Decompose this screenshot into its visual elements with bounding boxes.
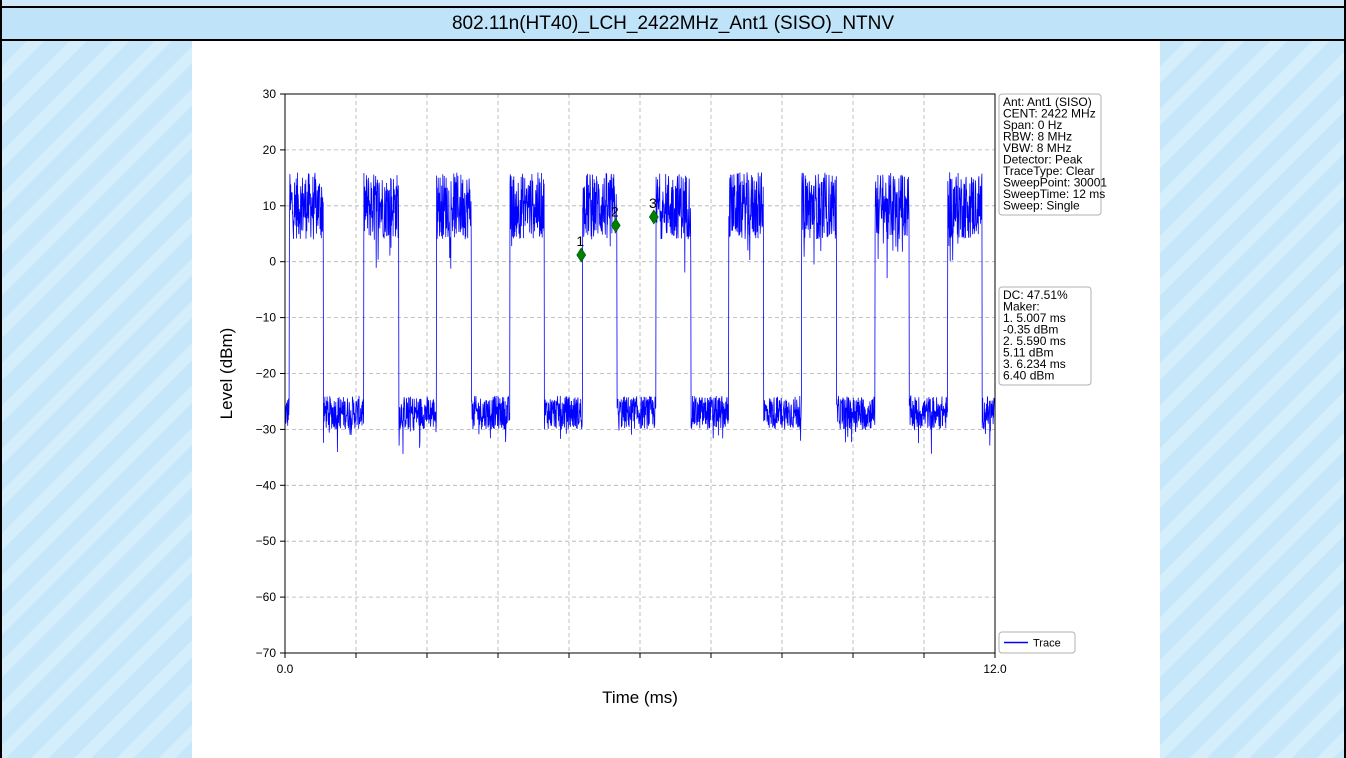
legend-box [998, 631, 1076, 654]
marker-label: 1 [576, 233, 584, 249]
settings-box-line: Ant: Ant1 (SISO) [1003, 95, 1092, 109]
x-tick-label: 0.0 [277, 662, 294, 676]
legend-label: Trace [1033, 638, 1061, 650]
x-tick-label: 12.0 [983, 662, 1007, 676]
results-box-line: 1. 5.007 ms [1003, 311, 1066, 325]
x-axis-label: Time (ms) [602, 688, 678, 707]
background-pattern-right [1160, 41, 1344, 758]
marker-label: 3 [649, 195, 657, 211]
y-tick-label: 20 [263, 143, 277, 157]
marker-1 [576, 247, 587, 263]
results-box-line: 5.11 dBm [1003, 346, 1053, 360]
settings-box-line: VBW: 8 MHz [1003, 141, 1071, 155]
y-tick-label: −50 [256, 534, 277, 548]
results-box-line: -0.35 dBm [1003, 323, 1058, 337]
settings-box-line: Sweep: Single [1003, 199, 1080, 213]
y-tick-label: −10 [256, 311, 277, 325]
settings-box-line: CENT: 2422 MHz [1003, 107, 1096, 121]
settings-box-line: Detector: Peak [1003, 153, 1083, 167]
marker-label: 2 [611, 203, 619, 219]
y-tick-label: −60 [256, 590, 277, 604]
results-box-line: 6.40 dBm [1003, 369, 1054, 383]
marker-3 [648, 209, 659, 225]
y-tick-label: 10 [263, 199, 277, 213]
chart-title: 802.11n(HT40)_LCH_2422MHz_Ant1 (SISO)_NT… [2, 8, 1344, 41]
y-axis-label: Level (dBm) [217, 328, 236, 420]
settings-box-line: SweepTime: 12 ms [1003, 187, 1105, 201]
settings-box-line: RBW: 8 MHz [1003, 130, 1072, 144]
top-bar [2, 0, 1344, 8]
settings-box [998, 93, 1102, 216]
results-box [998, 286, 1092, 386]
y-tick-label: −30 [256, 422, 277, 436]
results-box-line: DC: 47.51% [1003, 288, 1068, 302]
results-box-line: Maker: [1003, 300, 1040, 314]
y-tick-label: 0 [269, 255, 276, 269]
settings-box-line: SweepPoint: 30001 [1003, 176, 1107, 190]
results-box-line: 2. 5.590 ms [1003, 334, 1066, 348]
y-tick-label: 30 [263, 87, 277, 101]
settings-box-line: Span: 0 Hz [1003, 118, 1062, 132]
background-pattern-left [2, 41, 192, 758]
trace-line [284, 172, 996, 454]
y-tick-label: −20 [256, 367, 277, 381]
settings-box-line: TraceType: Clear [1003, 164, 1095, 178]
chart-svg: 30 20 10 0 −10 −20 −30 −40 −50 −60 −700.0 12.0 1 2 3 Ti… [217, 87, 1107, 707]
results-box-line: 3. 6.234 ms [1003, 357, 1066, 371]
y-tick-label: −70 [256, 646, 277, 660]
y-tick-label: −40 [256, 478, 277, 492]
plot-panel: 30 20 10 0 −10 −20 −30 −40 −50 −60 −70 0.0 12.0 1 2 3 Ti… [192, 41, 1160, 758]
marker-2 [610, 217, 621, 233]
plot-frame [284, 93, 996, 654]
